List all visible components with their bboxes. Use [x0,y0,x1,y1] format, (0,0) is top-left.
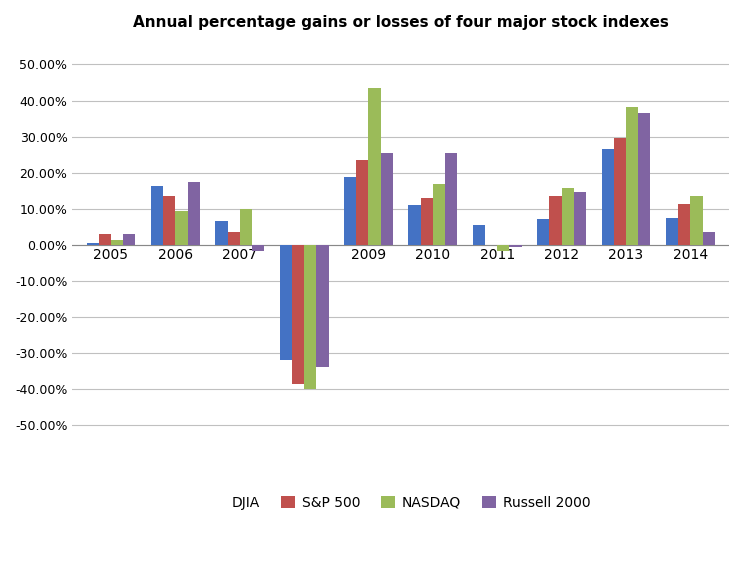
Bar [304,245,316,389]
Bar [626,108,638,245]
Bar [215,221,228,245]
Bar [368,87,381,245]
Bar [638,113,650,245]
Bar [666,217,678,245]
Bar [549,196,562,245]
Bar [690,196,702,245]
Bar [240,209,252,245]
Bar [151,186,163,245]
Bar [602,150,614,245]
Bar [537,218,549,245]
Title: Annual percentage gains or losses of four major stock indexes: Annual percentage gains or losses of fou… [132,15,669,30]
Bar [408,205,420,245]
Bar [176,210,187,245]
Bar [702,232,715,245]
Legend: DJIA, S&P 500, NASDAQ, Russell 2000: DJIA, S&P 500, NASDAQ, Russell 2000 [205,490,596,515]
Bar [381,154,393,245]
Bar [433,184,445,245]
Bar [614,139,626,245]
Bar [228,232,240,245]
Bar [562,188,574,245]
Bar [111,240,124,245]
Bar [252,245,264,251]
Bar [445,154,458,245]
Bar [356,160,368,245]
Bar [163,196,176,245]
Bar [574,191,586,245]
Bar [124,234,135,245]
Bar [510,245,522,247]
Bar [292,245,304,384]
Bar [497,245,510,251]
Bar [316,245,329,367]
Bar [420,198,433,245]
Bar [86,243,99,245]
Bar [344,177,356,245]
Bar [472,225,485,245]
Bar [99,234,111,245]
Bar [678,204,690,245]
Bar [187,182,200,245]
Bar [280,245,292,360]
